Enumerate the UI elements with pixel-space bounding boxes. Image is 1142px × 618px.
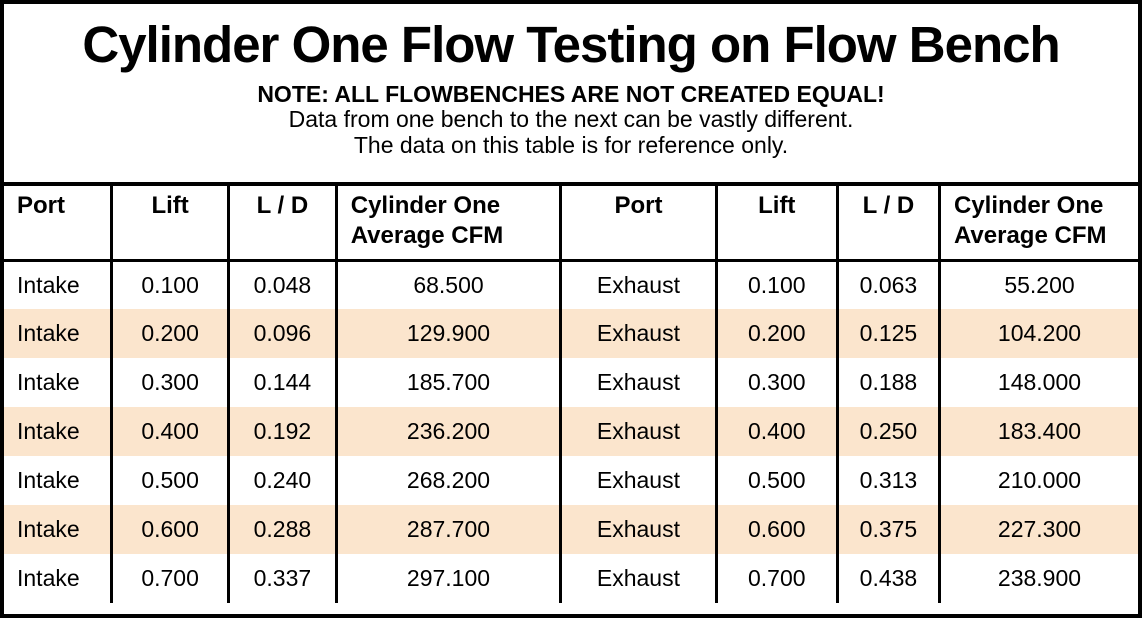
flow-data-table: Port Lift L / D Cylinder One Average CFM… xyxy=(4,182,1138,603)
note-warning: NOTE: ALL FLOWBENCHES ARE NOT CREATED EQ… xyxy=(257,80,885,107)
value-cell: 0.400 xyxy=(110,407,229,456)
value-cell: 185.700 xyxy=(334,358,561,407)
port-cell: Exhaust xyxy=(559,260,717,309)
table-row: Intake 0.500 0.240 268.200 Exhaust 0.500 0.313… xyxy=(4,456,1138,505)
column-header-lift-intake: Lift xyxy=(110,184,229,262)
port-cell: Intake xyxy=(17,467,80,493)
value-cell: 0.100 xyxy=(110,260,229,309)
value-cell: 0.300 xyxy=(110,358,229,407)
value-cell: 0.096 xyxy=(227,309,337,358)
value-cell: 210.000 xyxy=(937,456,1138,505)
value-cell: 0.048 xyxy=(227,260,337,309)
port-cell: Exhaust xyxy=(559,309,717,358)
column-header-cfm-exhaust: Cylinder One Average CFM xyxy=(937,184,1138,262)
page-title: Cylinder One Flow Testing on Flow Bench xyxy=(82,16,1060,73)
value-cell: 0.125 xyxy=(835,309,940,358)
port-cell: Exhaust xyxy=(559,505,717,554)
value-cell: 0.288 xyxy=(227,505,337,554)
value-cell: 55.200 xyxy=(937,260,1138,309)
value-cell: 0.200 xyxy=(110,309,229,358)
value-cell: 0.300 xyxy=(714,358,838,407)
value-cell: 0.250 xyxy=(835,407,940,456)
column-header-lift-exhaust: Lift xyxy=(714,184,838,262)
table-row: Intake 0.600 0.288 287.700 Exhaust 0.600 0.375… xyxy=(4,505,1138,554)
port-cell: Exhaust xyxy=(559,456,717,505)
value-cell: 68.500 xyxy=(334,260,561,309)
value-cell: 268.200 xyxy=(334,456,561,505)
table-header-row: Port Lift L / D Cylinder One Average CFM… xyxy=(4,184,1138,262)
table-row: Intake 0.400 0.192 236.200 Exhaust 0.400 0.250… xyxy=(4,407,1138,456)
table-row: Intake 0.100 0.048 68.500 Exhaust 0.100 0.063 5… xyxy=(4,260,1138,309)
value-cell: 0.063 xyxy=(835,260,940,309)
table-body: Intake 0.100 0.048 68.500 Exhaust 0.100 0.063 5… xyxy=(4,260,1138,603)
table-row: Intake 0.200 0.096 129.900 Exhaust 0.200 0.125… xyxy=(4,309,1138,358)
value-cell: 238.900 xyxy=(937,554,1138,603)
value-cell: 0.500 xyxy=(110,456,229,505)
port-cell: Intake xyxy=(4,309,112,358)
port-cell: Exhaust xyxy=(559,554,717,603)
value-cell: 0.500 xyxy=(714,456,838,505)
note-line-3: The data on this table is for reference … xyxy=(353,131,789,158)
port-cell: Intake xyxy=(17,565,80,591)
value-cell: 0.188 xyxy=(835,358,940,407)
value-cell: 0.240 xyxy=(227,456,337,505)
port-cell: Intake xyxy=(17,369,80,395)
port-cell: Intake xyxy=(4,505,112,554)
value-cell: 297.100 xyxy=(334,554,561,603)
value-cell: 0.400 xyxy=(714,407,838,456)
value-cell: 0.600 xyxy=(110,505,229,554)
value-cell: 104.200 xyxy=(937,309,1138,358)
table-row: Intake 0.700 0.337 297.100 Exhaust 0.700 0.438… xyxy=(4,554,1138,603)
value-cell: 148.000 xyxy=(937,358,1138,407)
value-cell: 0.144 xyxy=(227,358,337,407)
value-cell: 0.100 xyxy=(714,260,838,309)
column-header-cfm-intake: Cylinder One Average CFM xyxy=(334,184,561,262)
port-cell: Intake xyxy=(4,407,112,456)
value-cell: 183.400 xyxy=(937,407,1138,456)
value-cell: 227.300 xyxy=(937,505,1138,554)
value-cell: 236.200 xyxy=(334,407,561,456)
port-cell: Exhaust xyxy=(559,358,717,407)
value-cell: 0.375 xyxy=(835,505,940,554)
value-cell: 129.900 xyxy=(334,309,561,358)
value-cell: 0.200 xyxy=(714,309,838,358)
value-cell: 0.337 xyxy=(227,554,337,603)
value-cell: 0.192 xyxy=(227,407,337,456)
table-row: Intake 0.300 0.144 185.700 Exhaust 0.300 0.188… xyxy=(4,358,1138,407)
title-block: Cylinder One Flow Testing on Flow Bench … xyxy=(4,4,1138,182)
value-cell: 0.313 xyxy=(835,456,940,505)
note-line-2: Data from one bench to the next can be v… xyxy=(288,105,854,132)
column-header-port-intake: Port xyxy=(4,184,112,262)
column-header-ld-exhaust: L / D xyxy=(835,184,940,262)
port-cell: Exhaust xyxy=(559,407,717,456)
value-cell: 0.600 xyxy=(714,505,838,554)
value-cell: 287.700 xyxy=(334,505,561,554)
port-cell: Intake xyxy=(17,271,80,298)
value-cell: 0.438 xyxy=(835,554,940,603)
column-header-ld-intake: L / D xyxy=(227,184,337,262)
column-header-port-exhaust: Port xyxy=(559,184,717,262)
value-cell: 0.700 xyxy=(714,554,838,603)
value-cell: 0.700 xyxy=(110,554,229,603)
